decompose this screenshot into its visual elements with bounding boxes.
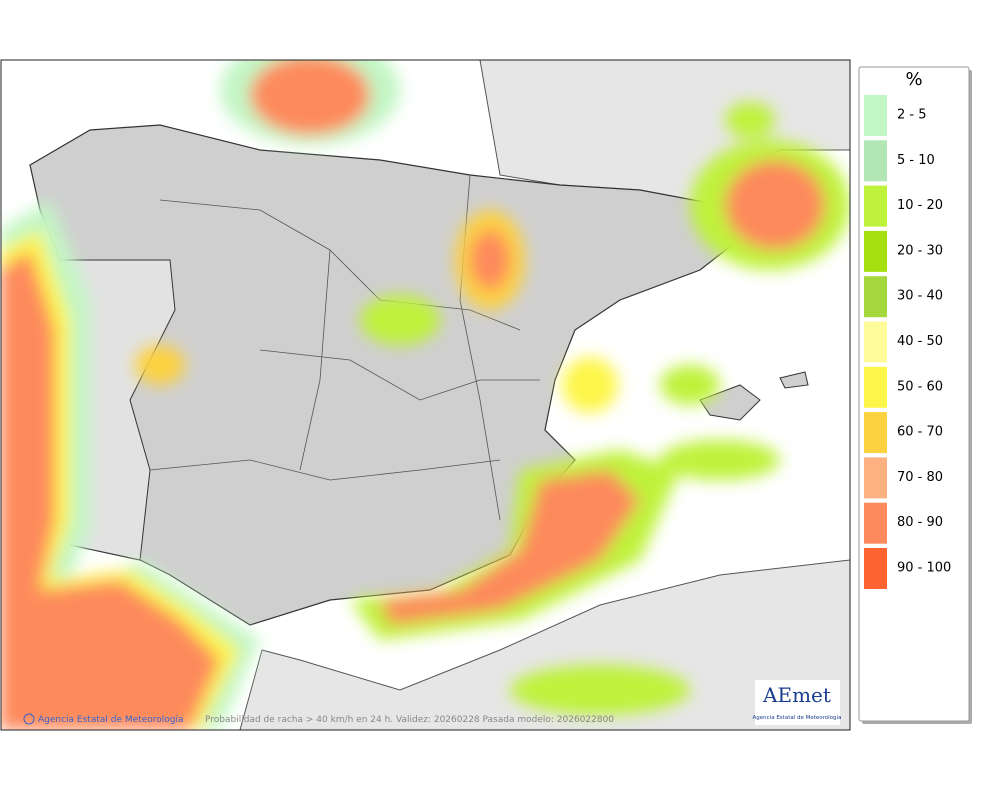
mallorca	[699, 384, 761, 421]
legend-label: 60 - 70	[897, 425, 943, 440]
legend-label: 70 - 80	[897, 470, 943, 485]
legend-swatch	[864, 366, 887, 408]
probability-field	[1, 60, 850, 730]
legend-label: 5 - 10	[897, 153, 935, 168]
logo-subtitle: Agencia Estatal de Meteorología	[753, 714, 842, 721]
menorca	[779, 371, 809, 389]
africa	[239, 559, 850, 730]
legend-swatch	[864, 548, 887, 589]
copyright-text: Agencia Estatal de Meteorología	[38, 715, 184, 725]
legend-swatch	[864, 457, 887, 499]
legend-swatch	[864, 140, 887, 182]
legend-items: 2 - 5 5 - 10 10 - 20 20 - 30 30 - 40 40 - 50 5…	[864, 95, 951, 589]
map	[1, 60, 850, 730]
legend-label: 40 - 50	[897, 334, 943, 349]
legend-label: 90 - 100	[897, 561, 951, 576]
legend-label: 30 - 40	[897, 289, 943, 304]
legend-swatch	[864, 185, 887, 227]
logo-name: AEmet	[762, 683, 831, 707]
legend-swatch	[864, 230, 887, 272]
map-frame	[0, 59, 851, 731]
legend-title: %	[905, 69, 922, 90]
caption: Probabilidad de racha > 40 km/h en 24 h.…	[205, 715, 614, 725]
legend-swatch	[864, 321, 887, 363]
logo-box	[755, 680, 840, 725]
copyright-icon	[23, 713, 35, 725]
legend-swatch	[864, 276, 887, 318]
legend-label: 10 - 20	[897, 198, 943, 213]
legend-label: 20 - 30	[897, 243, 943, 258]
legend-label: 80 - 90	[897, 515, 943, 530]
legend-swatch	[864, 412, 887, 454]
legend-swatch	[864, 95, 887, 136]
legend-label: 2 - 5	[897, 108, 927, 123]
legend-swatch	[864, 502, 887, 544]
legend-label: 50 - 60	[897, 379, 943, 394]
